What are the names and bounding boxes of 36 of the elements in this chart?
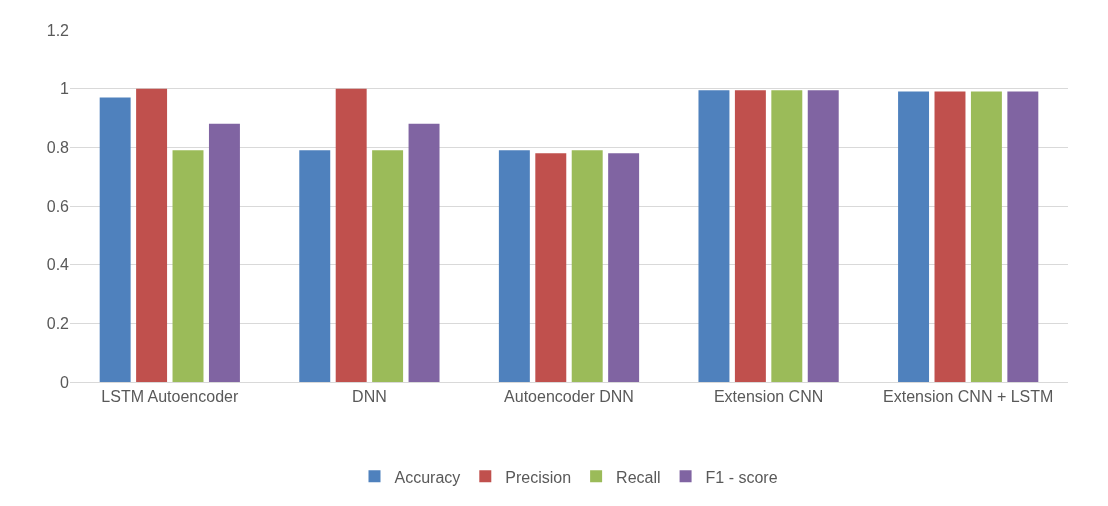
bar	[898, 91, 930, 382]
y-tick-label: 0.8	[46, 138, 70, 156]
y-tick-label: 0.2	[46, 314, 70, 332]
x-tick-label: Extension CNN + LSTM	[883, 388, 1054, 406]
bar	[299, 150, 331, 382]
x-tick-label: Autoencoder DNN	[504, 388, 634, 406]
bar	[734, 90, 766, 382]
legend-label: F1 - score	[705, 468, 778, 486]
bar	[99, 97, 131, 382]
bar	[771, 90, 803, 382]
y-tick-label: 1.2	[46, 21, 70, 39]
bar	[535, 153, 567, 382]
bar	[208, 123, 240, 382]
y-tick-label: 0.6	[46, 197, 70, 215]
bar	[698, 90, 730, 382]
legend-label: Accuracy	[394, 468, 461, 486]
bar	[608, 153, 640, 382]
y-tick-label: 1	[60, 80, 70, 98]
bar	[498, 150, 530, 382]
bar	[372, 150, 404, 382]
bar	[408, 123, 440, 382]
bar	[807, 90, 839, 382]
y-tick-label: 0.4	[46, 256, 70, 274]
bar	[934, 91, 966, 382]
x-tick-label: Extension CNN	[713, 388, 824, 406]
bar	[571, 150, 603, 382]
bar	[1007, 91, 1039, 382]
legend-label: Precision	[505, 468, 572, 486]
legend-label: Recall	[616, 468, 661, 486]
bar	[172, 150, 204, 382]
bar	[335, 88, 367, 382]
bar	[136, 88, 168, 382]
x-tick-label: DNN	[352, 388, 387, 406]
x-tick-label: LSTM Autoencoder	[101, 388, 239, 406]
y-tick-label: 0	[60, 373, 70, 391]
bar	[970, 91, 1002, 382]
